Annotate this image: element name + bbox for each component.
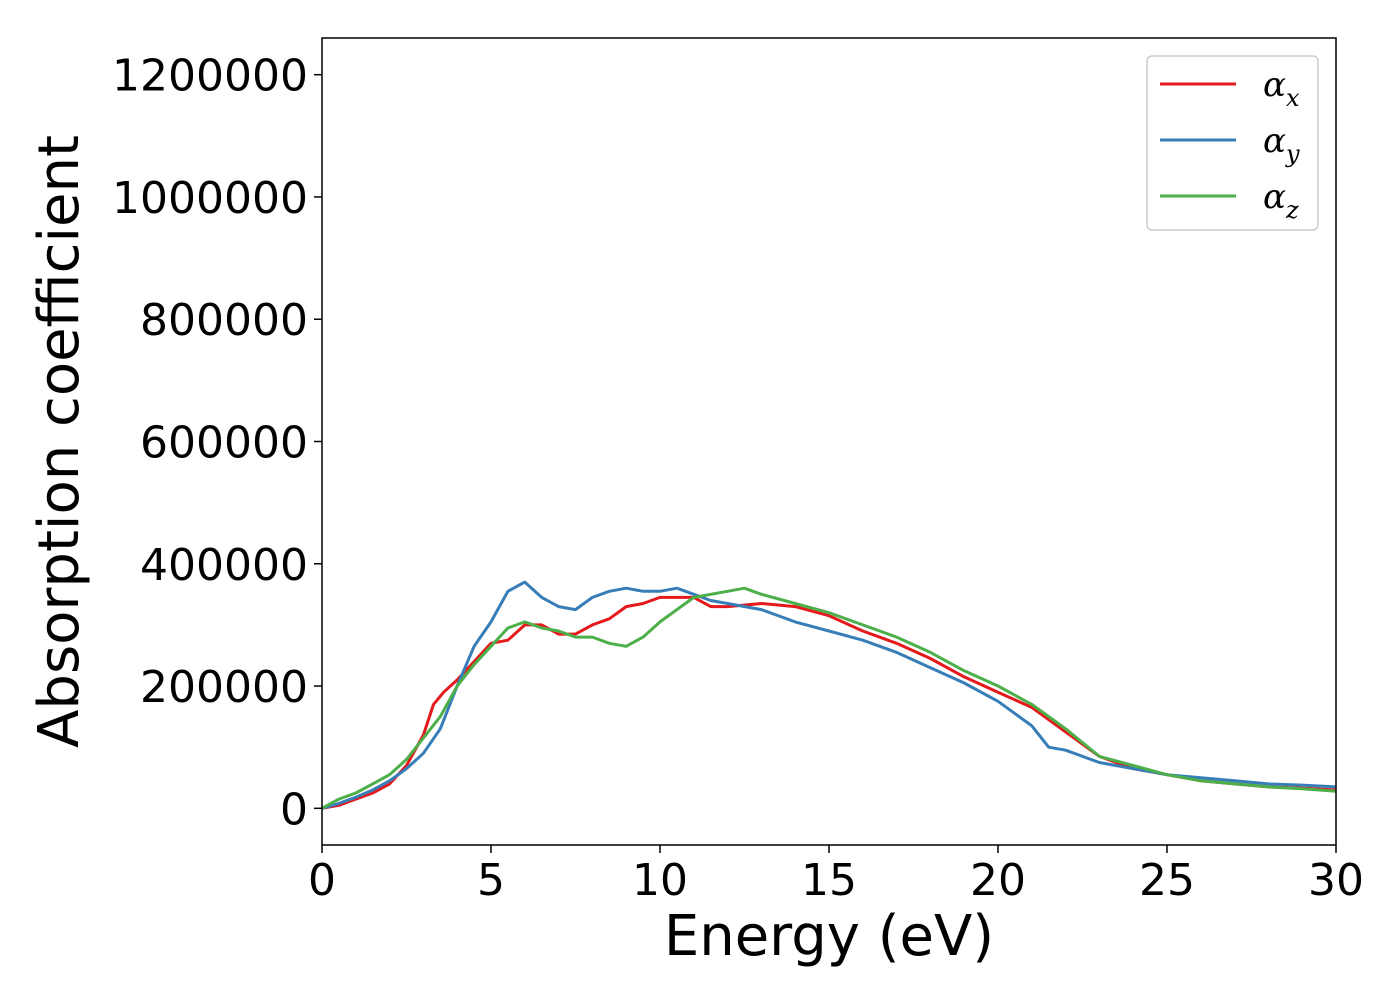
series-line-y — [322, 580, 1336, 810]
y-axis-ticks: 0 200000 400000 600000 800000 1000000 1200000 — [112, 51, 322, 835]
x-axis-label: Energy (eV) — [664, 904, 994, 969]
y-tick-label: 1200000 — [112, 51, 308, 102]
legend-entry-x: αx — [1263, 65, 1300, 112]
x-tick-label: 10 — [632, 855, 688, 906]
y-tick-label: 400000 — [140, 540, 308, 591]
legend-box — [1146, 55, 1319, 231]
series-line-z — [322, 586, 1336, 810]
legend-entry-z: αz — [1263, 177, 1299, 224]
y-tick-label: 600000 — [140, 418, 308, 469]
y-tick-label: 0 — [280, 784, 308, 835]
legend: αx αy αz — [1146, 55, 1319, 231]
x-tick-label: 25 — [1139, 855, 1195, 906]
legend-entry-y: αy — [1263, 121, 1300, 168]
x-axis-ticks: 0 5 10 15 20 25 30 — [308, 845, 1364, 906]
series-lines — [322, 580, 1336, 810]
x-tick-label: 0 — [308, 855, 336, 906]
y-axis-label: Absorption coefficient — [27, 135, 92, 748]
x-tick-label: 5 — [477, 855, 505, 906]
x-tick-label: 15 — [801, 855, 857, 906]
y-tick-label: 800000 — [140, 295, 308, 346]
y-tick-label: 1000000 — [112, 173, 308, 224]
x-tick-label: 20 — [970, 855, 1026, 906]
y-tick-label: 200000 — [140, 662, 308, 713]
x-tick-label: 30 — [1308, 855, 1364, 906]
